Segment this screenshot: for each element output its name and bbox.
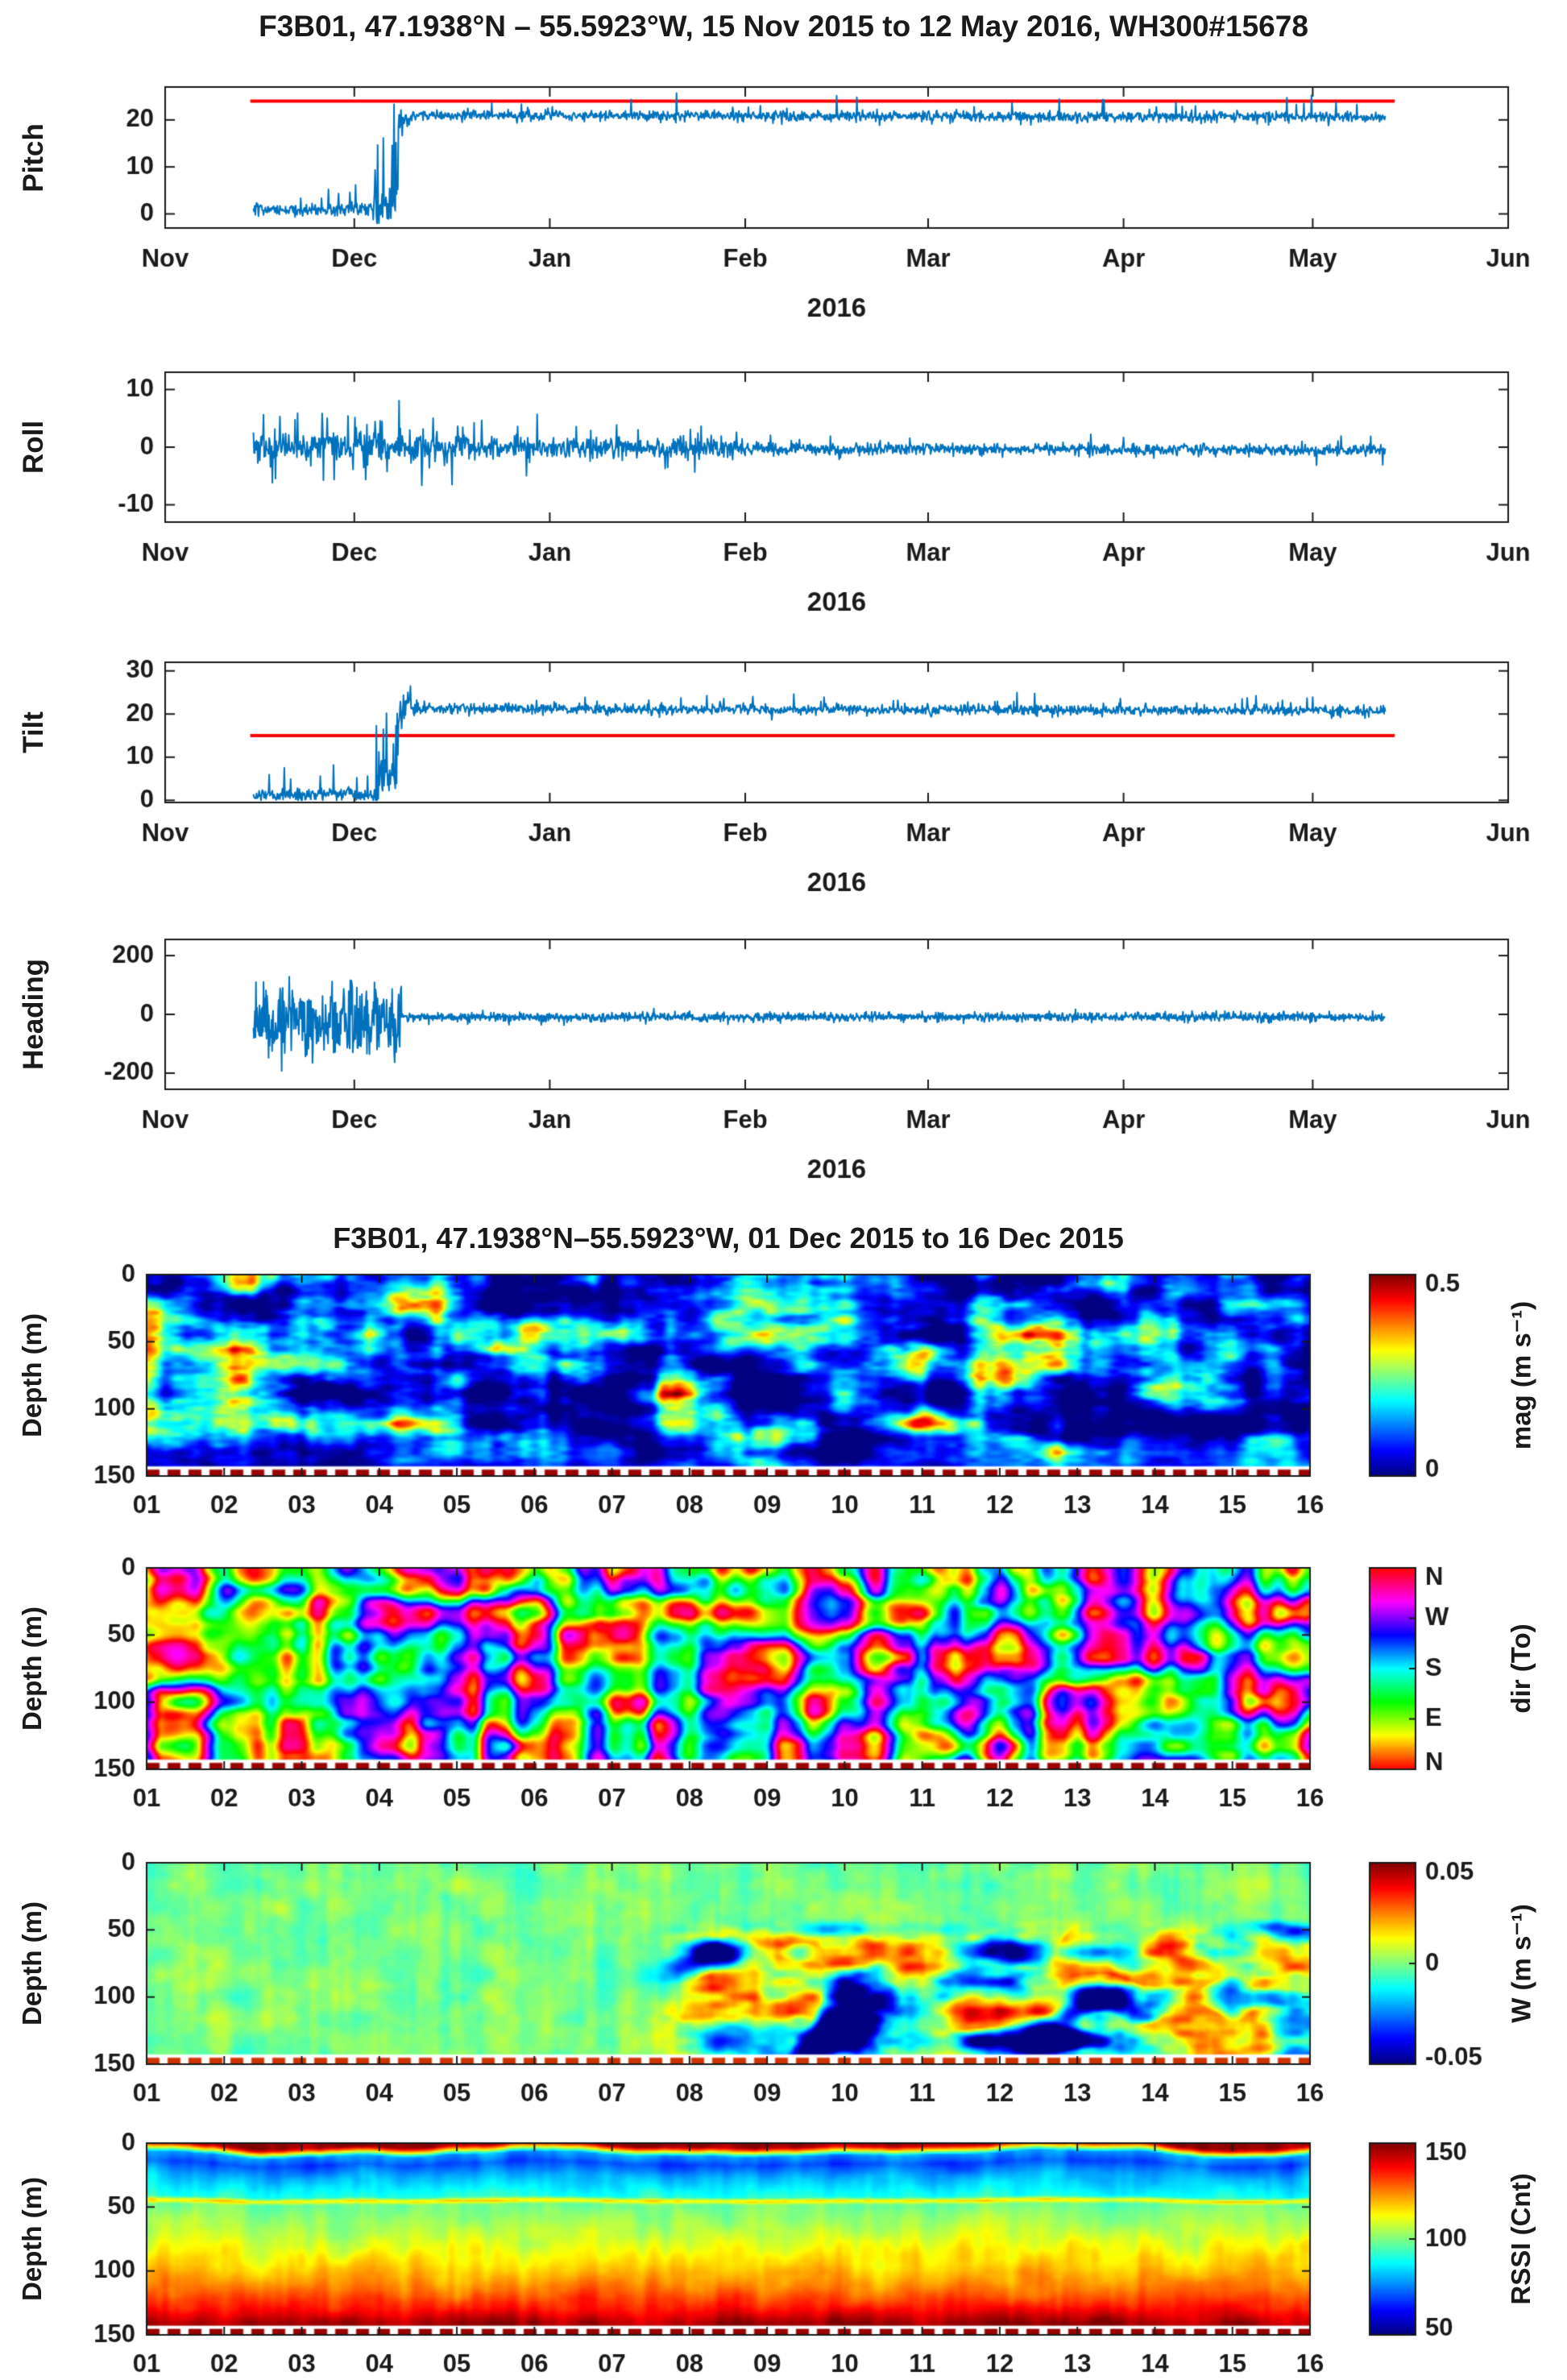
section2-title: F3B01, 47.1938°N–55.5923°W, 01 Dec 2015 … xyxy=(333,1221,1124,1254)
mag-colorbar-label: mag (m s⁻¹) xyxy=(1506,1300,1536,1450)
w-colorbar-label: W (m s⁻¹) xyxy=(1506,1904,1536,2023)
dir-colorbar-label: dir (To) xyxy=(1506,1623,1536,1714)
pitch-axis-label: Pitch xyxy=(18,123,49,193)
rssi-colorbar-label: RSSI (Cnt) xyxy=(1506,2173,1536,2305)
rssi-depth-axis-label: Depth (m) xyxy=(17,2177,47,2301)
dir-depth-axis-label: Depth (m) xyxy=(17,1607,47,1731)
heading-axis-label: Heading xyxy=(18,958,49,1071)
mag-depth-axis-label: Depth (m) xyxy=(17,1313,47,1437)
w-depth-axis-label: Depth (m) xyxy=(17,1901,47,2025)
figure-title: F3B01, 47.1938°N – 55.5923°W, 15 Nov 201… xyxy=(259,10,1308,43)
tilt-axis-label: Tilt xyxy=(18,711,49,753)
roll-axis-label: Roll xyxy=(18,420,49,475)
